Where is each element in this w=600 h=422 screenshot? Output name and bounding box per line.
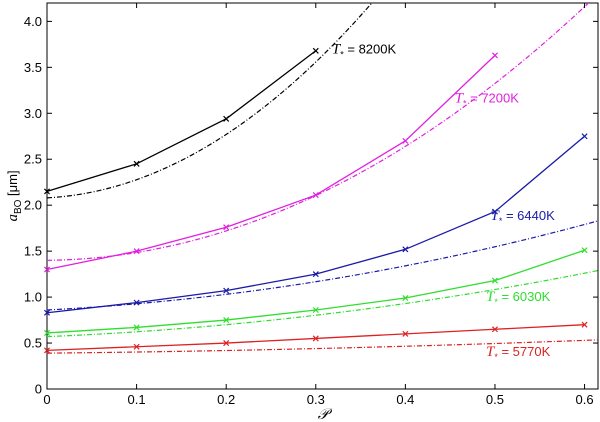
x-tick-label: 0.4: [396, 392, 414, 407]
data-point: [133, 343, 140, 350]
series-labels: T* = 8200K T* = 7200K T* = 6440K T* = 6030K…: [332, 42, 555, 362]
data-point: [491, 326, 498, 333]
x-tick-label: 0.2: [217, 392, 235, 407]
data-point: [43, 266, 51, 273]
series-label: T* = 6030K: [486, 289, 551, 307]
y-tick-label: 0: [35, 382, 42, 397]
data-point: [312, 192, 319, 199]
data-point: [581, 321, 588, 328]
data-point: [223, 340, 230, 347]
data-point: [223, 287, 230, 294]
fit-curve: [47, 339, 598, 354]
data-point: [133, 160, 140, 167]
x-tick-label: 0.3: [307, 392, 325, 407]
x-tick-label: 0.6: [576, 392, 594, 407]
y-tick-label: 2.0: [24, 198, 42, 213]
fit-curve: [47, 3, 373, 199]
y-axis-label-unit: [μm]: [5, 170, 20, 199]
data-point: [223, 115, 230, 122]
data-point: [402, 330, 409, 337]
y-tick-label: 4.0: [24, 14, 42, 29]
y-axis-label: aBO [μm]: [5, 170, 24, 221]
data-point: [43, 347, 51, 354]
data-point: [312, 335, 319, 342]
plot-area: [46, 2, 599, 390]
data-point: [133, 248, 140, 255]
data-point: [312, 271, 319, 278]
y-tick-label: 1.5: [24, 244, 42, 259]
data-point: [43, 309, 51, 316]
data-point: [133, 299, 140, 306]
y-tick-label: 3.5: [24, 60, 42, 75]
axis-ticks: 0 0.1 0.2 0.3 0.4 0.5 0.6 0 0.5 1.0 1.5 2.0 2.5 3.0 3.…: [24, 3, 598, 407]
x-tick-label: 0: [43, 392, 50, 407]
data-point: [223, 224, 230, 231]
data-point: [312, 306, 319, 313]
fit-curve: [47, 269, 598, 338]
series-label: T* = 6440K: [490, 208, 555, 226]
data-point: [133, 324, 140, 331]
series-line: [46, 50, 317, 193]
x-tick-label: 0.1: [128, 392, 146, 407]
data-point: [43, 329, 51, 336]
fit-curves: [47, 3, 598, 354]
y-tick-label: 3.0: [24, 106, 42, 121]
y-tick-label: 2.5: [24, 152, 42, 167]
fit-curve: [47, 3, 590, 261]
data-point: [312, 47, 319, 54]
y-tick-label: 0.5: [24, 336, 42, 351]
y-tick-label: 1.0: [24, 290, 42, 305]
data-point: [491, 277, 498, 284]
fit-curve: [47, 220, 598, 311]
x-axis-label: 𝒫: [318, 406, 333, 422]
data-point: [581, 133, 588, 140]
data-point: [402, 137, 409, 144]
series-label: T* = 7200K: [455, 90, 520, 108]
series-label: T* = 8200K: [332, 42, 397, 60]
data-point: [43, 188, 51, 195]
data-point: [402, 294, 409, 302]
x-tick-label: 0.5: [486, 392, 504, 407]
series-line: [46, 54, 496, 271]
series-lines: [43, 47, 588, 354]
data-point: [491, 52, 498, 59]
data-point: [402, 246, 409, 253]
y-axis-label-sub: BO: [13, 199, 24, 214]
data-point: [491, 208, 498, 215]
y-axis-label-main: a: [5, 214, 21, 222]
data-point: [581, 247, 588, 254]
series-label: T* = 5770K: [486, 344, 551, 362]
data-point: [223, 317, 230, 324]
